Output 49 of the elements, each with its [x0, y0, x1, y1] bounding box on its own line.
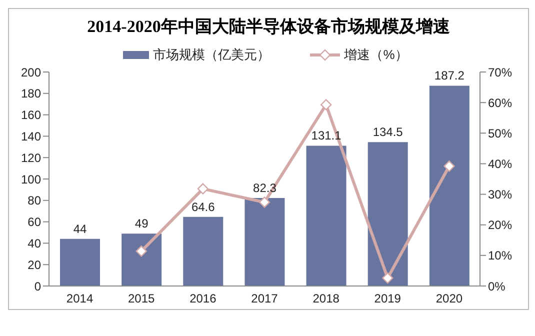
data-label: 131.1 [311, 128, 342, 143]
y-tick-label: 100 [20, 172, 42, 186]
x-tick-label: 2020 [436, 292, 463, 306]
chart-title: 2014-2020年中国大陆半导体设备市场规模及增速 [86, 16, 451, 38]
y-tick-label: 140 [20, 129, 42, 144]
x-tick-label: 2014 [66, 292, 94, 306]
bar [429, 86, 470, 286]
y2-tick-label: 40% [488, 156, 512, 171]
point [320, 99, 332, 110]
y-tick-label: 0 [34, 279, 42, 294]
bar [368, 142, 408, 286]
legend-label: 市场规模（亿美元） [152, 46, 270, 64]
bar [306, 146, 346, 286]
data-label: 82.3 [253, 180, 277, 195]
y-tick-label: 180 [20, 86, 42, 101]
point [197, 183, 209, 194]
x-tick-label: 2019 [374, 292, 402, 306]
point [444, 160, 455, 172]
y2-tick-label: 10% [488, 248, 512, 263]
y-tick-label: 60 [28, 215, 42, 230]
point [136, 246, 147, 257]
y2-tick-label: 20% [488, 218, 512, 232]
y-tick-label: 20 [28, 258, 42, 272]
y-tick-label: 120 [20, 150, 42, 165]
bar [244, 198, 285, 286]
data-label: 187.2 [434, 68, 465, 83]
y2-tick-label: 50% [488, 126, 512, 140]
data-label: 49 [134, 216, 149, 231]
x-tick-label: 2017 [251, 292, 278, 306]
x-tick-label: 2018 [312, 292, 340, 306]
y2-tick-label: 30% [488, 188, 512, 202]
bar [122, 234, 162, 286]
x-tick-label: 2016 [190, 292, 217, 306]
y-tick-label: 200 [20, 65, 42, 80]
y2-tick-label: 70% [488, 65, 512, 80]
data-label: 134.5 [372, 125, 404, 140]
point [258, 196, 270, 208]
y-tick-label: 80 [28, 194, 42, 208]
point [382, 272, 394, 284]
y2-tick-label: 60% [488, 96, 512, 110]
bar [183, 216, 224, 286]
y2-tick-label: 0% [488, 279, 506, 294]
x-tick-label: 2015 [128, 292, 156, 306]
data-label: 44 [73, 222, 87, 236]
y-tick-label: 40 [28, 236, 42, 250]
data-label: 64.6 [191, 200, 216, 214]
legend-label: 增速（%） [343, 46, 408, 64]
y-tick-label: 160 [20, 108, 42, 122]
bar [60, 238, 100, 286]
